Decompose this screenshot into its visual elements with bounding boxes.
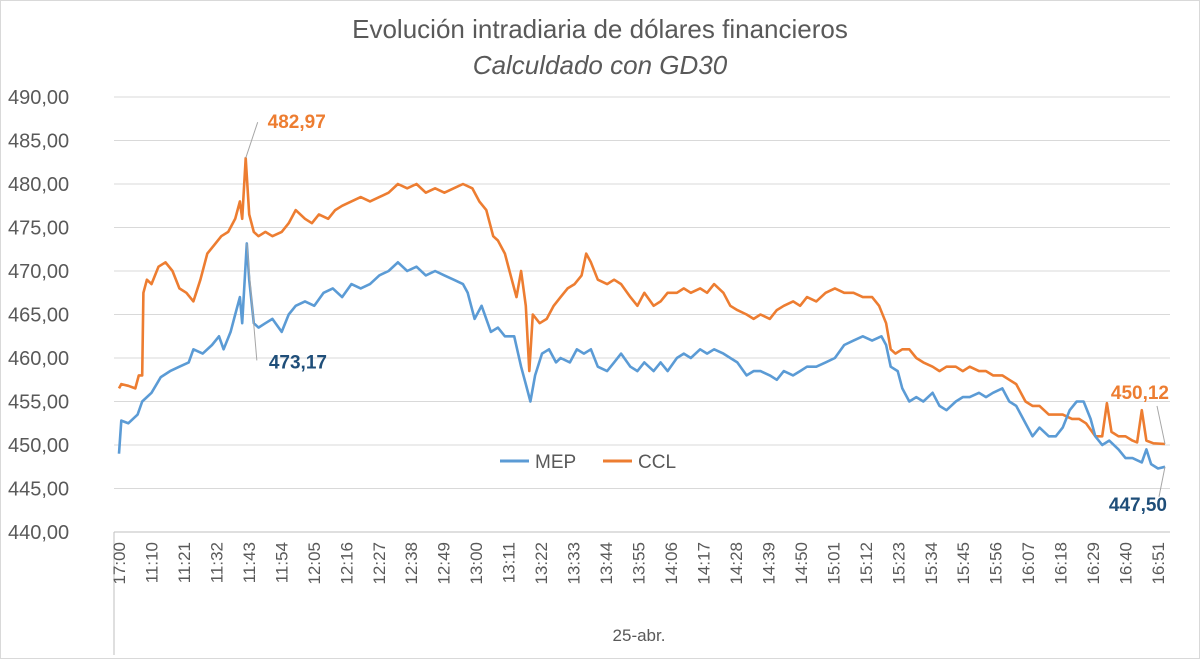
x-tick-label: 11:54 [272, 542, 291, 583]
x-tick-label: 11:21 [175, 542, 194, 583]
x-tick-label: 11:43 [240, 542, 259, 583]
annotations: 482,97 473,17 450,12 447,50 [245, 112, 1169, 516]
x-tick-label: 16:40 [1117, 542, 1136, 585]
annotation-leader-line [246, 243, 258, 361]
x-tick-label: 13:55 [630, 542, 649, 585]
x-tick-label: 13:22 [532, 542, 551, 585]
x-tick-label: 12:38 [402, 542, 421, 585]
x-tick-label: 17:00 [110, 542, 129, 585]
x-tick-label: 11:32 [207, 542, 226, 583]
x-tick-label: 13:33 [565, 542, 584, 585]
y-tick-label: 455,00 [8, 392, 69, 414]
y-tick-label: 480,00 [8, 174, 69, 196]
y-axis: 440,00 445,00 450,00 455,00 460,00 465,00 470,… [8, 87, 69, 544]
legend-label-ccl: CCL [638, 452, 676, 473]
chart-title: Evolución intradiaria de dólares financi… [352, 14, 848, 44]
x-axis-category-label: 25-abr. [613, 626, 666, 645]
annotation-leader-line [1158, 466, 1166, 497]
x-tick-label: 16:51 [1149, 542, 1168, 585]
x-tick-label: 15:23 [889, 542, 908, 585]
x-tick-label: 14:39 [759, 542, 778, 585]
x-tick-label: 12:05 [305, 542, 324, 585]
x-tick-label: 12:27 [370, 542, 389, 585]
series-line-ccl [117, 156, 1166, 446]
y-tick-label: 485,00 [8, 131, 69, 153]
x-tick-label: 15:34 [922, 542, 941, 585]
series-line-mep [117, 242, 1166, 470]
x-tick-label: 12:16 [337, 542, 356, 585]
legend-label-mep: MEP [535, 452, 576, 473]
x-tick-label: 12:49 [435, 542, 454, 585]
x-tick-label: 15:12 [857, 542, 876, 585]
x-tick-label: 13:44 [597, 542, 616, 585]
x-tick-label: 11:10 [142, 542, 161, 583]
x-tick-label: 15:56 [987, 542, 1006, 585]
data-label-mep: 473,17 [269, 352, 327, 373]
y-tick-label: 475,00 [8, 218, 69, 240]
y-tick-label: 490,00 [8, 87, 69, 109]
x-tick-label: 13:00 [467, 542, 486, 585]
y-tick-label: 460,00 [8, 348, 69, 370]
x-tick-label: 16:29 [1084, 542, 1103, 585]
data-label-mep: 447,50 [1109, 495, 1167, 516]
y-tick-label: 445,00 [8, 479, 69, 501]
y-tick-label: 450,00 [8, 435, 69, 457]
x-tick-label: 13:11 [500, 542, 519, 583]
series-lines [117, 156, 1166, 470]
x-tick-label: 14:06 [662, 542, 681, 585]
x-tick-label: 15:45 [954, 542, 973, 585]
x-tick-label: 15:01 [824, 542, 843, 585]
x-tick-label: 14:28 [727, 542, 746, 585]
x-axis: 17:00 11:10 11:21 11:32 11:43 11:54 12:05 12:16… [110, 542, 1168, 585]
y-tick-label: 440,00 [8, 522, 69, 544]
legend: MEP CCL [500, 452, 676, 473]
chart-subtitle: Calculdado con GD30 [472, 50, 728, 80]
annotation-leader-line [245, 122, 259, 159]
x-tick-label: 16:18 [1052, 542, 1071, 585]
x-tick-label: 14:17 [694, 542, 713, 585]
y-tick-label: 470,00 [8, 261, 69, 283]
annotation-leader-line [1156, 405, 1166, 445]
x-tick-label: 14:50 [792, 542, 811, 585]
y-tick-label: 465,00 [8, 305, 69, 327]
data-label-ccl: 450,12 [1111, 383, 1169, 404]
data-label-ccl: 482,97 [268, 112, 326, 133]
x-tick-label: 16:07 [1019, 542, 1038, 585]
